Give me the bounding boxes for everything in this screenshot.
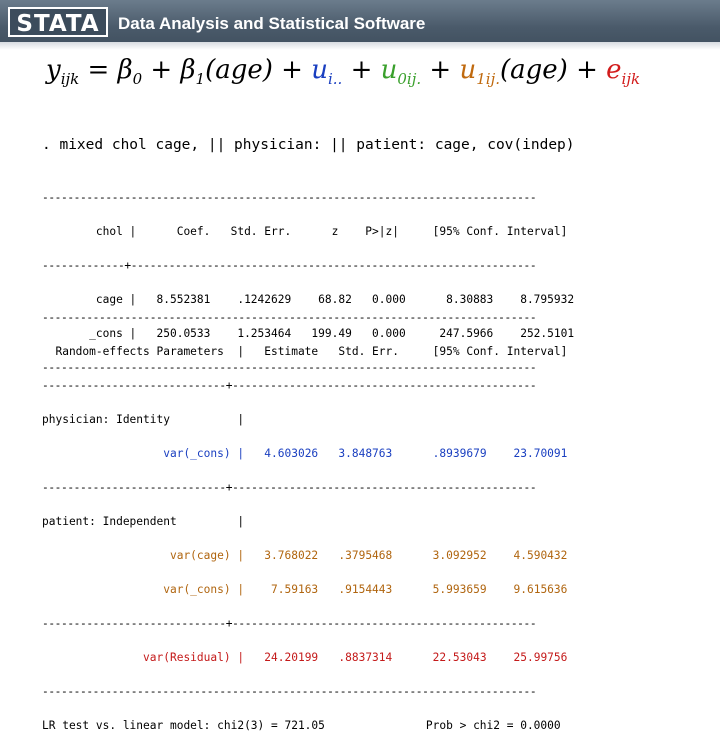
eq-u-i: u [311, 55, 328, 85]
table-rule: ----------------------------------------… [42, 311, 537, 324]
eq-y: y [46, 55, 61, 85]
table-rule: -----------------------------+----------… [42, 617, 537, 630]
eq-beta1: β [180, 55, 196, 85]
stata-command: . mixed chol cage, || physician: || pati… [42, 137, 575, 153]
lr-test: LR test vs. linear model: chi2(3) = 721.… [42, 719, 561, 732]
eq-age: (age) [205, 55, 273, 85]
header-bar [0, 0, 720, 50]
eq-age2: (age) [500, 55, 568, 85]
table-row: var(cage) | 3.768022 .3795468 3.092952 4… [42, 547, 567, 564]
eq-u-i-sub: i.. [327, 70, 343, 88]
table-rule: ----------------------------------------… [42, 361, 537, 374]
eq-y-sub: ijk [60, 70, 80, 88]
physician-var-cons-values: 4.603026 3.848763 .8939679 23.70091 [244, 447, 568, 460]
patient-label: patient: Independent | [42, 515, 245, 528]
table-mid-rule: -----------------------------+----------… [42, 379, 537, 392]
table-row: var(_cons) | 7.59163 .9154443 5.993659 9… [42, 581, 567, 598]
eq-u1-sub: 1ij. [476, 70, 500, 88]
patient-var-cons-values: 7.59163 .9154443 5.993659 9.615636 [244, 583, 568, 596]
eq-e-sub: ijk [621, 70, 641, 88]
eq-plus: + [281, 55, 303, 85]
patient-var-cons-name: var(_cons) | [42, 583, 245, 596]
random-effects-table: ----------------------------------------… [42, 292, 567, 751]
table-rule: ----------------------------------------… [42, 685, 537, 698]
fixed-effects-table: ----------------------------------------… [42, 172, 574, 393]
eq-beta1-sub: 1 [195, 70, 206, 88]
table-row: var(_cons) | 4.603026 3.848763 .8939679 … [42, 445, 567, 462]
residual-values: 24.20199 .8837314 22.53043 25.99756 [244, 651, 568, 664]
eq-u0: u [380, 55, 398, 85]
table-rule: -----------------------------+----------… [42, 481, 537, 494]
eq-beta0-sub: 0 [132, 70, 143, 88]
residual-name: var(Residual) | [42, 651, 245, 664]
eq-plus: + [576, 55, 598, 85]
model-equation: yijk = β0 + β1(age) + ui.. + u0ij. + u1i… [46, 55, 640, 88]
eq-plus: + [429, 55, 452, 85]
patient-var-age-name: var(cage) | [42, 549, 245, 562]
header-stripe [0, 42, 720, 50]
stata-logo: STATA [8, 7, 108, 37]
eq-e: e [606, 55, 622, 85]
table-mid-rule: -------------+--------------------------… [42, 259, 537, 272]
eq-beta0: β [117, 55, 133, 85]
physician-label: physician: Identity | [42, 413, 245, 426]
eq-plus: + [350, 55, 373, 85]
table-row: var(Residual) | 24.20199 .8837314 22.530… [42, 649, 567, 666]
fixed-header: chol | Coef. Std. Err. z P>|z| [95% Conf… [42, 225, 568, 238]
table-row: _cons | 250.0533 1.253464 199.49 0.000 2… [42, 327, 575, 340]
eq-u0-sub: 0ij. [397, 70, 422, 88]
header-tagline: Data Analysis and Statistical Software [118, 14, 426, 33]
table-rule: ----------------------------------------… [42, 191, 537, 204]
eq-plus: + [150, 55, 173, 85]
patient-var-age-values: 3.768022 .3795468 3.092952 4.590432 [244, 549, 568, 562]
physician-var-cons-name: var(_cons) | [42, 447, 245, 460]
random-header: Random-effects Parameters | Estimate Std… [42, 345, 568, 358]
table-row: cage | 8.552381 .1242629 68.82 0.000 8.3… [42, 293, 575, 306]
eq-u1: u [459, 55, 477, 85]
eq-equals: = [87, 55, 110, 85]
